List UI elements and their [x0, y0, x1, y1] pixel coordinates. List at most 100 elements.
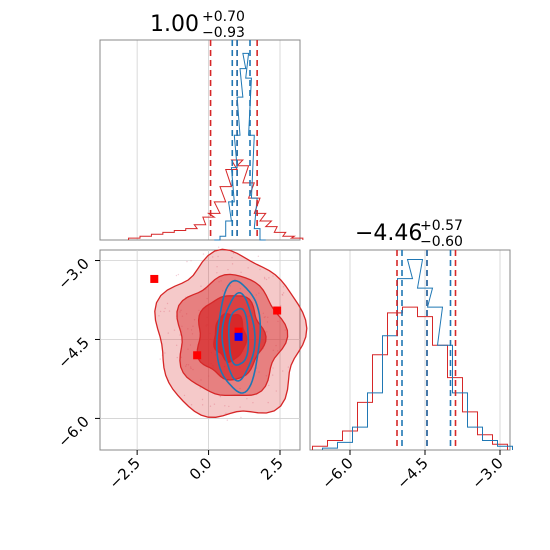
joint-sample-point: [192, 368, 194, 371]
joint-sample-point: [159, 358, 161, 360]
joint-sample-point: [159, 310, 162, 313]
joint-sample-point: [187, 348, 189, 350]
joint-sample-point: [272, 275, 274, 277]
joint-sample-point: [190, 367, 192, 370]
joint-sample-point: [282, 370, 284, 372]
joint-sample-point: [267, 401, 269, 404]
joint-sample-point: [168, 310, 171, 312]
joint-sample-point: [193, 319, 196, 321]
joint-sample-point: [263, 316, 266, 319]
joint-sample-point: [199, 387, 201, 389]
y-marginal-title: −4.46 +0.57 −0.60: [355, 218, 463, 250]
joint-sample-point: [258, 371, 260, 373]
y-marginal-x-tick-label: −3.0: [468, 454, 506, 492]
joint-sample-point: [268, 384, 270, 387]
y-marginal-frame: [309, 249, 511, 451]
joint-sample-point: [198, 309, 200, 312]
joint-sample-point: [213, 403, 216, 405]
joint-sample-point: [262, 312, 265, 314]
joint-blue-contour: [221, 292, 256, 382]
joint-sample-point: [224, 405, 226, 407]
y-marginal-panel: −6.0 −4.5 −3.0: [309, 249, 513, 493]
joint-y-tick-label: −6.0: [54, 413, 92, 451]
joint-blue-contour: [228, 307, 250, 366]
joint-sample-point: [200, 379, 202, 381]
joint-sample-point: [246, 397, 248, 400]
joint-sample-point: [272, 367, 274, 369]
y-title-main: −4.46: [355, 221, 422, 246]
joint-sample-point: [282, 286, 285, 288]
joint-sample-point: [284, 329, 286, 331]
x-marginal-panel: [99, 39, 304, 241]
joint-sample-point: [227, 268, 229, 271]
joint-sample-point: [219, 395, 222, 398]
joint-x-tick-label: 0.0: [186, 454, 216, 484]
joint-sample-point: [201, 404, 204, 406]
joint-sample-point: [268, 277, 270, 279]
joint-sample-point: [267, 316, 269, 318]
joint-sample-point: [190, 404, 193, 406]
joint-sample-point: [226, 419, 229, 421]
joint-red-marker: [193, 351, 202, 360]
joint-sample-point: [276, 350, 279, 352]
joint-sample-point: [177, 273, 180, 276]
y-title-sub: −0.60: [420, 234, 463, 250]
joint-sample-point: [232, 252, 235, 255]
joint-sample-point: [175, 344, 178, 346]
joint-red-marker: [273, 306, 282, 315]
joint-sample-point: [220, 280, 222, 282]
joint-sample-point: [217, 255, 219, 258]
joint-sample-point: [173, 329, 176, 331]
joint-sample-point: [266, 321, 269, 323]
joint-sample-point: [185, 364, 188, 366]
x-title-main: 1.00: [150, 12, 199, 37]
joint-sample-point: [163, 310, 165, 313]
joint-sample-point: [263, 276, 266, 279]
joint-sample-point: [190, 329, 193, 331]
joint-sample-point: [247, 267, 249, 269]
y-marginal-x-tick-label: −6.0: [318, 454, 356, 492]
joint-sample-point: [282, 292, 285, 294]
joint-y-tick-label: −4.5: [54, 334, 92, 372]
x-marginal-red-histogram: [128, 159, 304, 240]
joint-sample-point: [252, 401, 254, 404]
x-title-sub: −0.93: [202, 25, 245, 41]
joint-sample-point: [190, 260, 192, 262]
joint-sample-point: [275, 344, 277, 347]
joint-sample-point: [239, 387, 241, 390]
joint-sample-point: [272, 349, 275, 352]
x-title-sup: +0.70: [202, 9, 245, 25]
joint-sample-point: [259, 268, 261, 271]
joint-x-tick-label: −2.5: [105, 454, 143, 492]
joint-sample-point: [187, 328, 189, 330]
x-marginal-title: 1.00 +0.70 −0.93: [150, 9, 245, 41]
joint-sample-point: [187, 364, 190, 366]
y-marginal-x-tick-label: −4.5: [393, 454, 431, 492]
joint-blue-marker: [234, 332, 243, 341]
joint-panel: −2.5 0.0 2.5 −3.0 −4.5 −6.0: [54, 246, 308, 493]
joint-sample-point: [240, 271, 242, 274]
joint-sample-point: [209, 405, 212, 407]
joint-sample-point: [190, 366, 192, 368]
joint-red-marker: [234, 327, 243, 336]
joint-sample-point: [234, 278, 236, 281]
joint-sample-point: [225, 412, 227, 415]
joint-sample-point: [176, 356, 178, 359]
joint-sample-point: [158, 315, 160, 317]
joint-sample-point: [166, 302, 169, 305]
joint-sample-point: [281, 294, 284, 296]
joint-sample-point: [258, 292, 260, 294]
joint-sample-point: [167, 332, 169, 334]
joint-sample-point: [239, 288, 242, 290]
joint-sample-point: [216, 272, 218, 274]
joint-sample-point: [271, 374, 274, 376]
joint-sample-point: [218, 281, 220, 283]
y-title-sup: +0.57: [420, 218, 463, 234]
joint-sample-point: [265, 278, 268, 281]
joint-y-tick-label: −3.0: [54, 255, 92, 293]
joint-sample-point: [277, 320, 279, 323]
joint-sample-point: [275, 390, 278, 392]
joint-sample-point: [200, 285, 202, 287]
joint-sample-point: [222, 290, 224, 292]
